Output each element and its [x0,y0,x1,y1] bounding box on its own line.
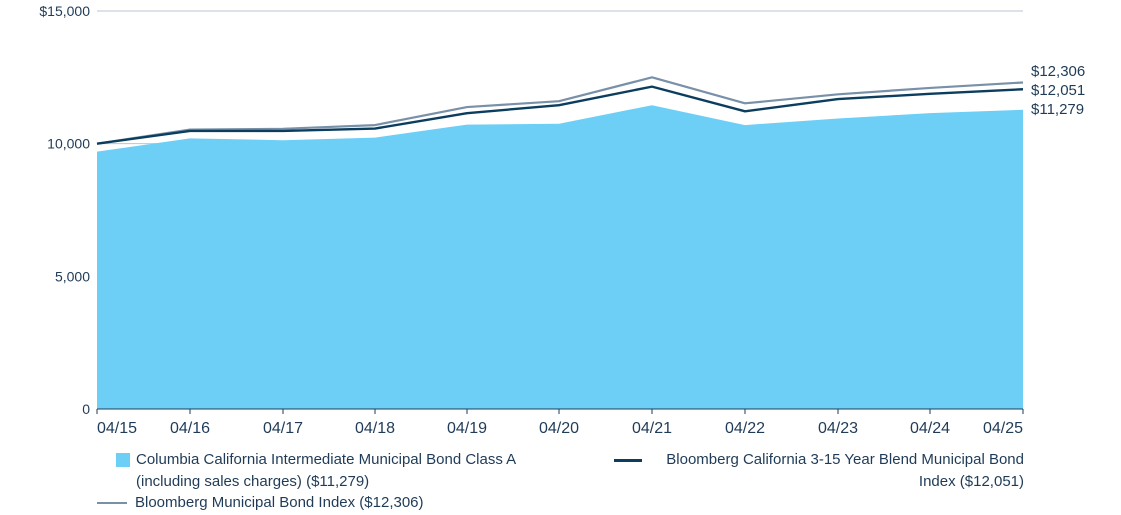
x-tick-04-15: 04/15 [97,420,137,437]
line-layer [96,76,1024,145]
x-tick-labels: 04/15 04/16 04/17 04/18 04/19 04/20 04/21 04/22… [97,420,1023,437]
legend-label-fund-line2: (including sales charges) ($11,279) [136,473,370,490]
legend-label-ca-index-line1: Bloomberg California 3-15 Year Blend Mun… [666,451,1024,468]
legend-swatch-ca-index [614,459,642,462]
growth-chart: 0 5,000 10,000 $15,000 04/15 04/16 04/17 04/18… [39,3,1085,437]
series-line-ca-index [96,85,1024,145]
x-tick-04-24: 04/24 [910,420,950,437]
x-tick-04-18: 04/18 [355,420,395,437]
x-tick-04-25: 04/25 [983,420,1023,437]
x-tick-04-22: 04/22 [725,420,765,437]
end-labels: $12,306 $12,051 $11,279 [1031,63,1085,118]
x-tick-04-23: 04/23 [818,420,858,437]
x-tick-04-20: 04/20 [539,420,579,437]
legend-label-muni-index: Bloomberg Municipal Bond Index ($12,306) [135,494,424,511]
y-tick-0: 0 [82,401,90,417]
series-area-fund [97,105,1023,410]
axes [96,408,1024,414]
legend-swatch-fund [116,453,130,467]
area-layer [97,105,1023,410]
y-tick-5000: 5,000 [55,268,90,284]
x-tick-04-21: 04/21 [632,420,672,437]
legend-item-muni-index: Bloomberg Municipal Bond Index ($12,306) [97,492,517,514]
legend-label-ca-index-line2: Index ($12,051) [918,473,1024,490]
x-tick-04-19: 04/19 [447,420,487,437]
end-label-2: $12,306 [1031,63,1085,80]
legend-swatch-muni-index [97,502,127,504]
series-line-muni-index [96,76,1024,145]
x-tick-04-17: 04/17 [263,420,303,437]
end-label-1: $12,051 [1031,82,1085,99]
end-label-0: $11,279 [1031,101,1084,118]
legend-label-fund-line1: Columbia California Intermediate Municip… [136,451,517,468]
y-tick-labels: 0 5,000 10,000 $15,000 [39,3,90,417]
y-tick-10000: 10,000 [47,136,90,152]
x-tick-04-16: 04/16 [170,420,210,437]
legend-item-fund: Columbia California Intermediate Municip… [116,449,556,493]
y-tick-15000: $15,000 [39,3,90,19]
legend-item-ca-index: Bloomberg California 3-15 Year Blend Mun… [612,449,1024,493]
